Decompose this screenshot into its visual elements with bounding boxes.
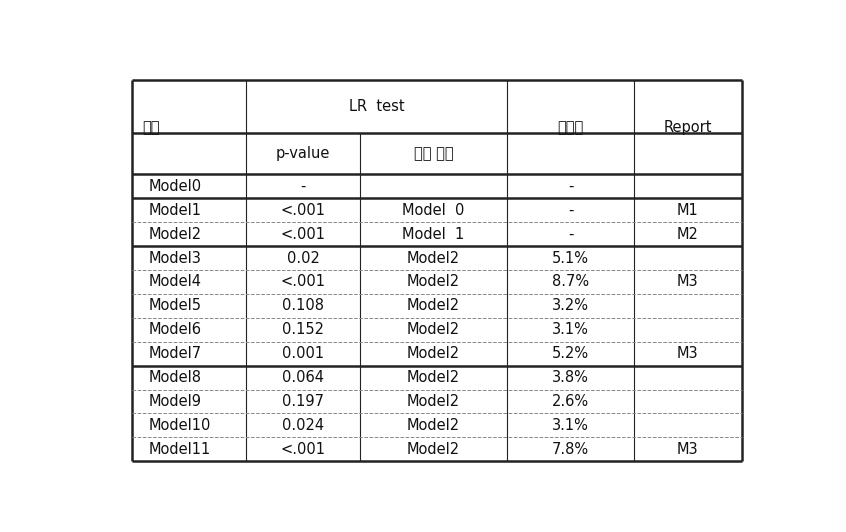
- Text: 0.108: 0.108: [283, 298, 324, 313]
- Text: <.001: <.001: [281, 275, 326, 289]
- Text: 5.2%: 5.2%: [552, 346, 589, 361]
- Text: M3: M3: [677, 275, 699, 289]
- Text: Model4: Model4: [149, 275, 202, 289]
- Text: Model2: Model2: [407, 275, 460, 289]
- Text: 5.1%: 5.1%: [552, 251, 589, 265]
- Text: M1: M1: [677, 203, 699, 218]
- Text: LR  test: LR test: [349, 99, 404, 114]
- Text: 모형: 모형: [142, 120, 159, 135]
- Text: M2: M2: [677, 227, 699, 242]
- Text: 0.024: 0.024: [282, 418, 324, 433]
- Text: 8.7%: 8.7%: [552, 275, 589, 289]
- Text: Model11: Model11: [149, 442, 212, 457]
- Text: M3: M3: [677, 442, 699, 457]
- Text: 비교 모형: 비교 모형: [414, 146, 453, 161]
- Text: 0.001: 0.001: [282, 346, 324, 361]
- Text: M3: M3: [677, 346, 699, 361]
- Text: Model2: Model2: [407, 418, 460, 433]
- Text: 3.1%: 3.1%: [552, 418, 589, 433]
- Text: 0.152: 0.152: [283, 322, 324, 337]
- Text: 0.02: 0.02: [287, 251, 320, 265]
- Text: Model6: Model6: [149, 322, 202, 337]
- Text: 3.8%: 3.8%: [552, 370, 589, 385]
- Text: Model2: Model2: [407, 346, 460, 361]
- Text: 0.197: 0.197: [283, 394, 324, 409]
- Text: Model2: Model2: [149, 227, 202, 242]
- Text: Model2: Model2: [407, 370, 460, 385]
- Text: Model  1: Model 1: [403, 227, 464, 242]
- Text: Model8: Model8: [149, 370, 202, 385]
- Text: -: -: [568, 179, 574, 194]
- Text: <.001: <.001: [281, 227, 326, 242]
- Text: Model0: Model0: [149, 179, 202, 194]
- Text: 2.6%: 2.6%: [552, 394, 589, 409]
- Text: 7.8%: 7.8%: [552, 442, 589, 457]
- Text: 설명력: 설명력: [558, 120, 584, 135]
- Text: Model2: Model2: [407, 298, 460, 313]
- Text: -: -: [300, 179, 306, 194]
- Text: Model2: Model2: [407, 442, 460, 457]
- Text: 3.1%: 3.1%: [552, 322, 589, 337]
- Text: Model10: Model10: [149, 418, 212, 433]
- Text: p-value: p-value: [276, 146, 330, 161]
- Text: <.001: <.001: [281, 203, 326, 218]
- Text: Model2: Model2: [407, 251, 460, 265]
- Text: -: -: [568, 203, 574, 218]
- Text: Report: Report: [663, 120, 712, 135]
- Text: Model2: Model2: [407, 322, 460, 337]
- Text: Model3: Model3: [149, 251, 202, 265]
- Text: -: -: [568, 227, 574, 242]
- Text: <.001: <.001: [281, 442, 326, 457]
- Text: Model9: Model9: [149, 394, 202, 409]
- Text: 0.064: 0.064: [283, 370, 324, 385]
- Text: Model1: Model1: [149, 203, 202, 218]
- Text: Model2: Model2: [407, 394, 460, 409]
- Text: Model7: Model7: [149, 346, 202, 361]
- Text: Model5: Model5: [149, 298, 202, 313]
- Text: Model  0: Model 0: [403, 203, 464, 218]
- Text: 3.2%: 3.2%: [552, 298, 589, 313]
